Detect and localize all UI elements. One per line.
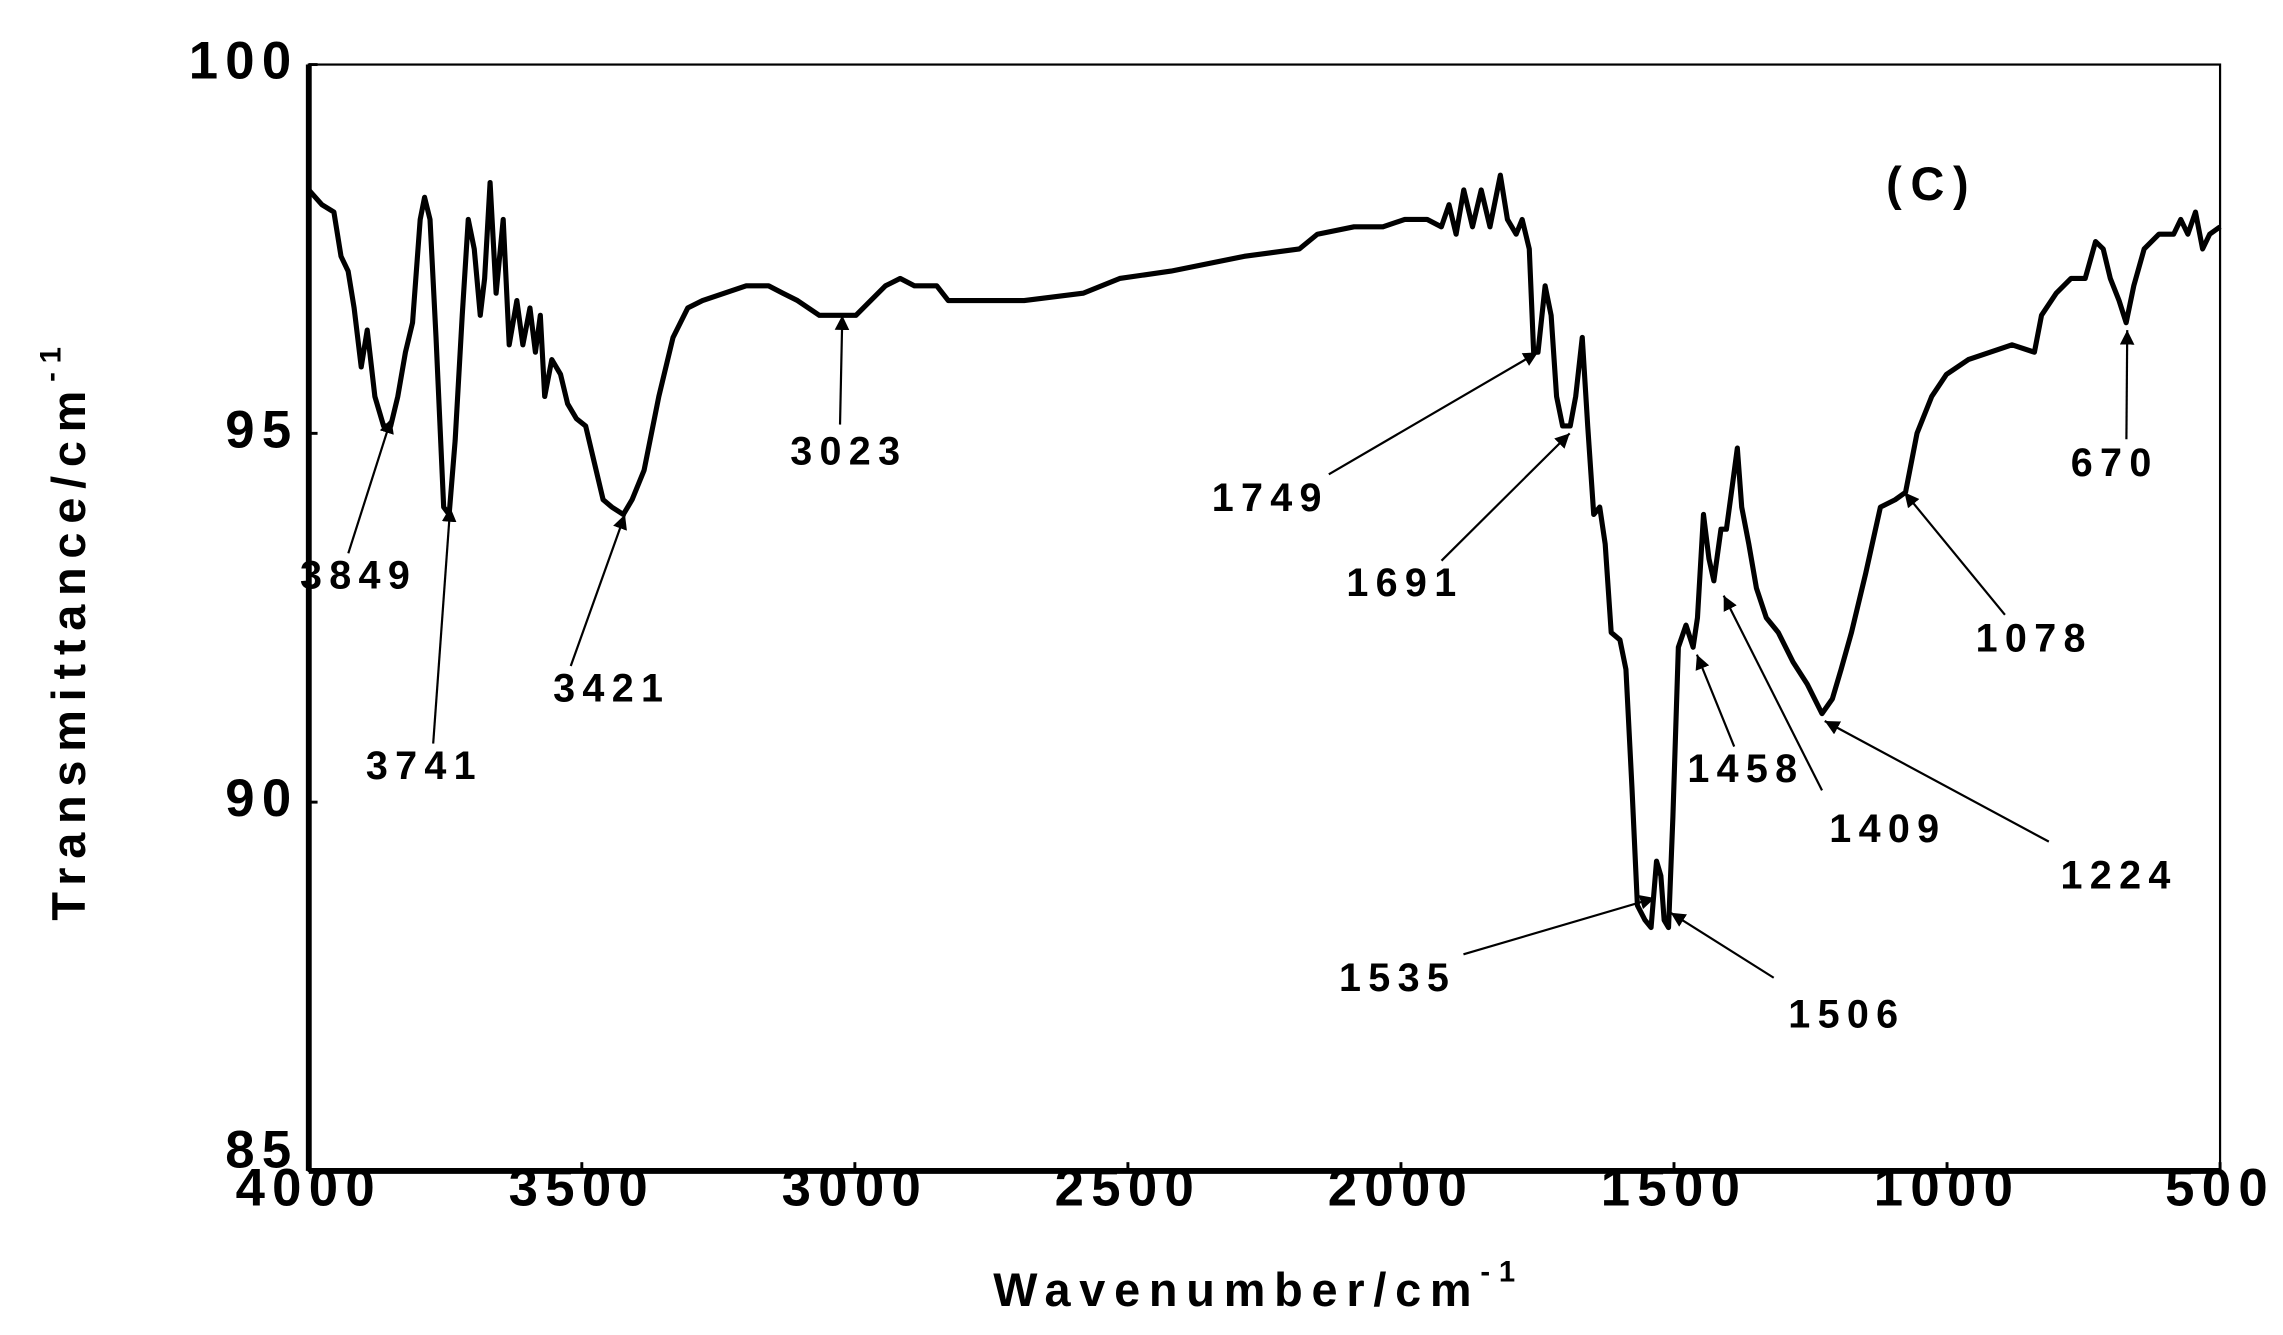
y-axis-title-text: Transmittance/cm <box>44 382 96 921</box>
annotation-label: 3023 <box>790 429 907 473</box>
y-axis-title: Transmittance/cm-1 <box>35 338 95 920</box>
x-tick-label: 1000 <box>1874 1158 2020 1217</box>
annotation-arrow <box>569 514 627 667</box>
x-tick-label: 4000 <box>236 1158 382 1217</box>
annotation-label: 1409 <box>1829 807 1946 851</box>
annotation-arrow <box>1328 351 1539 476</box>
annotation-label: 1224 <box>2061 854 2178 898</box>
annotation-label: 670 <box>2071 441 2159 485</box>
x-axis-title: Wavenumber/cm-1 <box>993 1256 1524 1316</box>
y-tick-label: 90 <box>225 769 298 828</box>
annotation-arrow <box>1440 432 1571 562</box>
y-tick-label: 95 <box>225 400 298 459</box>
spectrum-line <box>306 172 2222 931</box>
plot-frame <box>307 63 2222 1173</box>
x-tick-label: 3500 <box>509 1158 655 1217</box>
annotation-label: 1749 <box>1212 476 1329 520</box>
annotation-arrow <box>2119 330 2135 440</box>
annotation-label: 3421 <box>553 666 670 710</box>
annotation-label: 1078 <box>1976 617 2093 661</box>
annotation-arrow <box>1903 491 2006 616</box>
annotation-arrow <box>1463 895 1656 956</box>
annotation-label: 1691 <box>1346 561 1463 605</box>
x-axis-title-sup: -1 <box>1480 1256 1524 1288</box>
y-tick-label: 100 <box>189 31 299 90</box>
x-tick-label: 3000 <box>782 1158 928 1217</box>
y-axis-title-sup: -1 <box>35 338 67 382</box>
annotation-arrow <box>1695 654 1736 747</box>
annotation-label: 1506 <box>1788 993 1905 1037</box>
annotation-arrow <box>1722 595 1823 791</box>
annotation-arrow <box>347 418 394 554</box>
annotation-label: 1535 <box>1339 956 1456 1000</box>
y-tick-label: 85 <box>225 1120 298 1179</box>
annotation-label: 3741 <box>366 744 483 788</box>
annotation-arrow <box>1670 911 1775 979</box>
annotation-arrow <box>834 315 850 425</box>
annotation-label: 1458 <box>1687 747 1804 791</box>
x-tick-label: 500 <box>2165 1158 2275 1217</box>
x-tick-label: 2500 <box>1055 1158 1201 1217</box>
x-axis-title-text: Wavenumber/cm <box>993 1264 1480 1316</box>
x-tick-label: 1500 <box>1601 1158 1747 1217</box>
annotation-arrow <box>1824 720 2050 843</box>
annotation-label: 3849 <box>300 554 417 598</box>
panel-label: (C) <box>1886 158 1977 210</box>
annotation-arrow <box>432 507 457 744</box>
x-tick-label: 2000 <box>1328 1158 1474 1217</box>
